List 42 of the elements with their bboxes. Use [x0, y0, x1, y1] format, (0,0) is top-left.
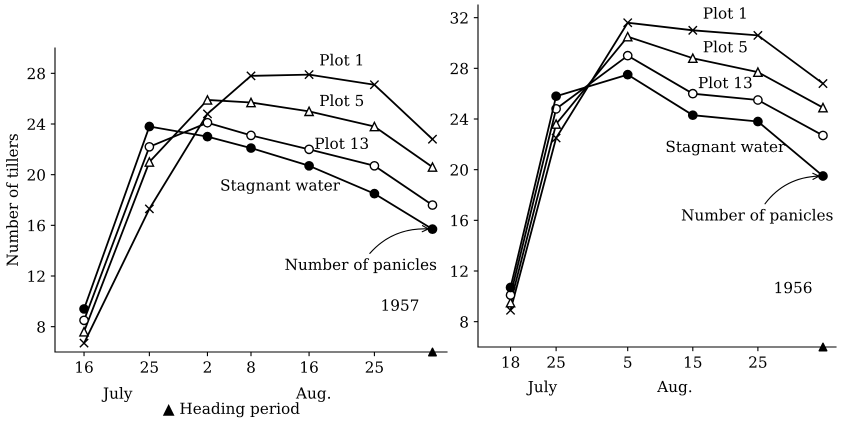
y-tick-label: 28 [28, 68, 45, 80]
y-tick-label: 32 [450, 12, 468, 24]
series-label: Plot 5 [320, 94, 364, 106]
x-tick-label: 16 [301, 361, 318, 373]
y-tick-label: 24 [28, 118, 46, 130]
annotation: 1957 [382, 299, 418, 311]
series-label: Plot 5 [704, 40, 747, 52]
series-label: Plot 1 [704, 6, 746, 19]
annotation: Number of panicles [682, 208, 833, 224]
text: Aug. [657, 380, 692, 396]
y-tick-label: 20 [28, 169, 45, 181]
x-tick-label: 16 [76, 361, 93, 373]
x-tick-label: 25 [547, 356, 565, 368]
annotation: Number of panicles [285, 258, 436, 274]
series-label: Stagnant water [221, 179, 340, 194]
y-tick-label: 8 [460, 316, 468, 328]
x-tick-label: 25 [366, 361, 383, 373]
series-label: Plot 1 [320, 54, 362, 66]
x-tick-label: 2 [204, 361, 211, 373]
series-label: Stagnant water [666, 140, 786, 156]
text: July [526, 380, 558, 396]
y-tick-label: 24 [450, 113, 468, 125]
text: July [102, 387, 132, 402]
text: ▲ Heading period [162, 402, 300, 418]
y-tick-label: 12 [451, 265, 468, 277]
x-tick-label: 25 [749, 356, 766, 368]
text: Aug. [296, 387, 330, 402]
x-tick-label: 25 [140, 361, 158, 373]
x-tick-label: 8 [247, 361, 255, 373]
y-axis-title: Number of tillers [6, 134, 18, 266]
y-tick-label: 16 [451, 214, 468, 226]
y-tick-label: 28 [450, 62, 468, 74]
y-tick-label: 16 [28, 220, 46, 232]
x-tick-label: 18 [502, 356, 520, 368]
annotation: 1956 [775, 282, 812, 294]
series-label: Plot 13 [698, 76, 752, 88]
x-tick-label: 15 [684, 356, 702, 368]
series-label: Plot 13 [315, 137, 368, 150]
x-tick-label: 5 [624, 356, 632, 368]
y-tick-label: 20 [450, 164, 468, 176]
y-tick-label: 8 [37, 321, 45, 333]
y-tick-label: 12 [28, 270, 44, 282]
